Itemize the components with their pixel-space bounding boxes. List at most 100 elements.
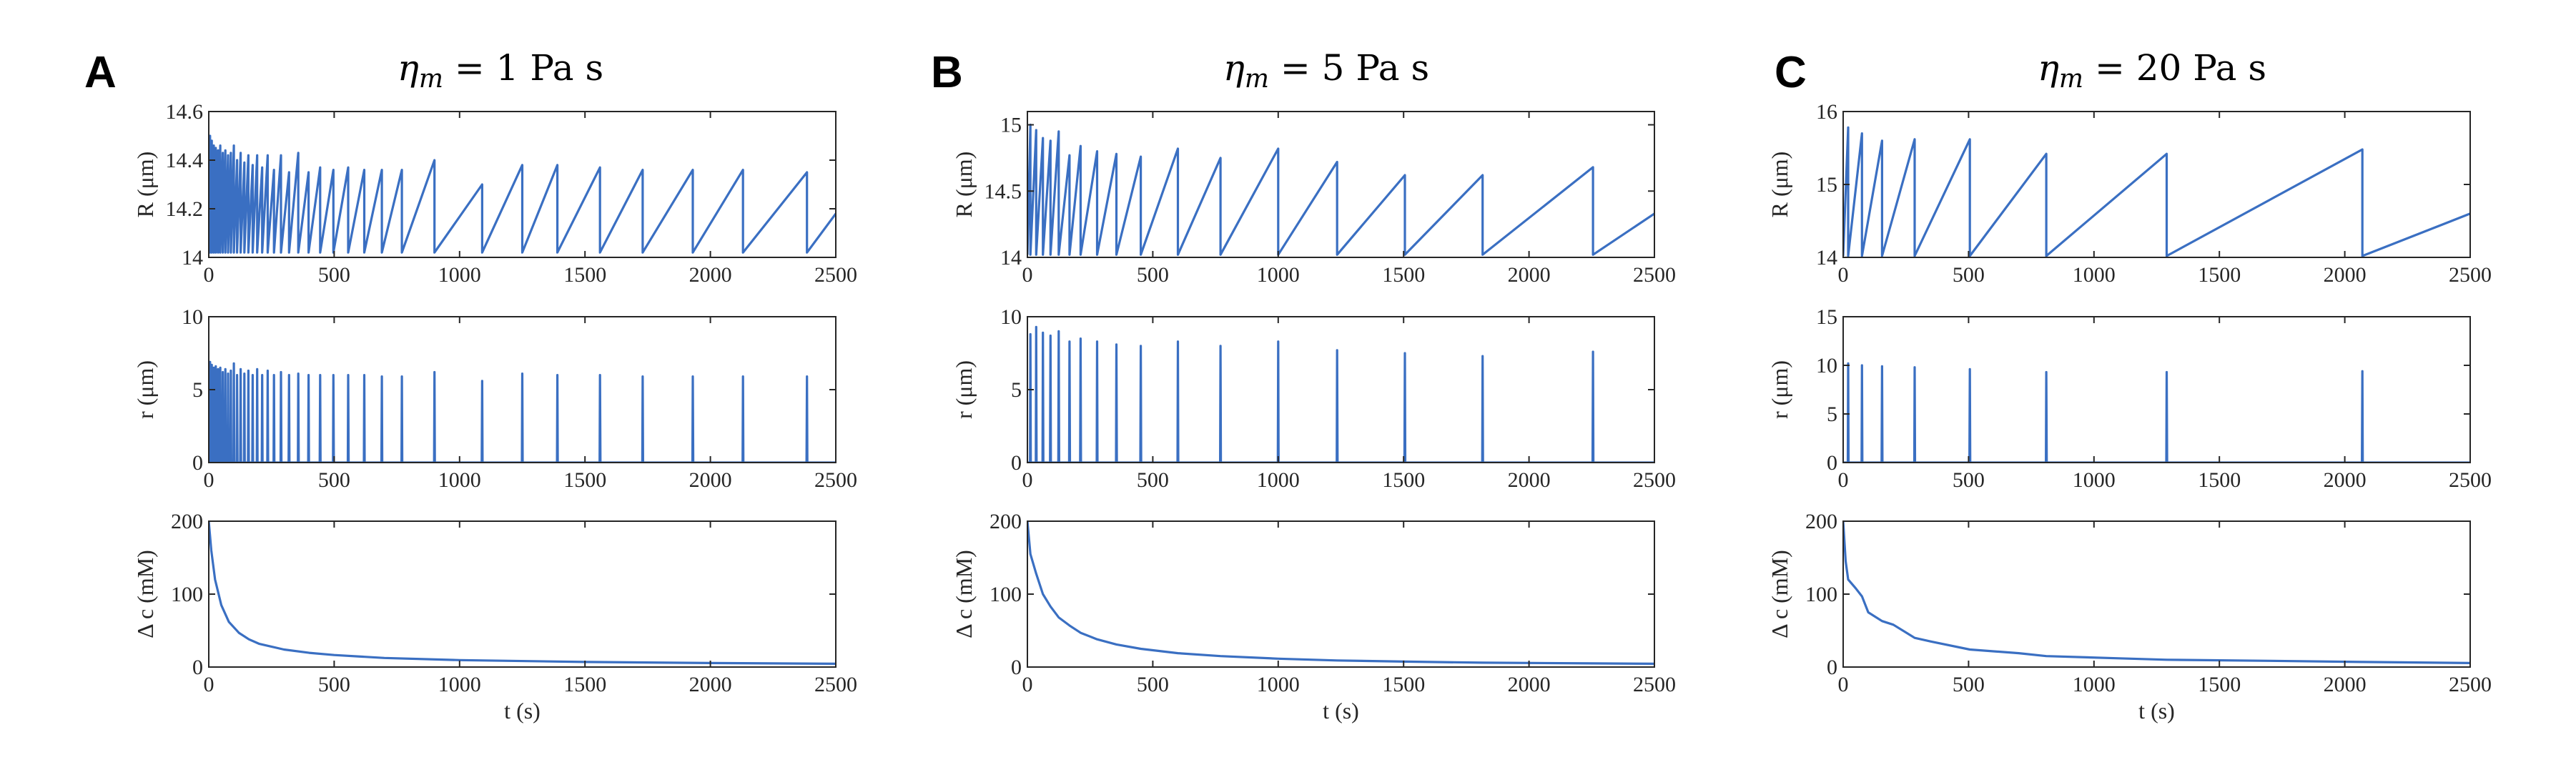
x-tick-label: 500 bbox=[1137, 673, 1169, 696]
y-axis-label: r (μm) bbox=[132, 360, 158, 419]
x-tick-label: 1000 bbox=[438, 673, 481, 696]
subplot-R: 0 500 1000 1500 2000 2500 14 14.5 15 R (μm) bbox=[951, 111, 1676, 287]
x-tick-label: 1500 bbox=[1382, 468, 1425, 492]
y-tick-label: 200 bbox=[990, 510, 1022, 533]
title-subscript: m bbox=[2059, 64, 2083, 94]
y-tick-label: 14 bbox=[1816, 246, 1837, 270]
x-tick-label: 500 bbox=[1137, 468, 1169, 492]
axes-frame bbox=[1027, 316, 1655, 463]
series-line-r bbox=[1843, 362, 2470, 463]
panel-letter: C bbox=[1775, 48, 1807, 97]
series-line-dc bbox=[209, 521, 836, 665]
x-tick-label: 500 bbox=[1953, 263, 1985, 287]
x-tick-label: 1500 bbox=[563, 263, 606, 287]
y-tick-label: 0 bbox=[1011, 656, 1022, 679]
x-tick-label: 2000 bbox=[2324, 468, 2367, 492]
y-tick-label: 15 bbox=[1816, 173, 1837, 197]
x-tick-label: 1000 bbox=[1257, 468, 1300, 492]
panel-title: ηm = 5 Pa s bbox=[1223, 47, 1429, 94]
x-tick-label: 500 bbox=[318, 468, 350, 492]
subplot-r: 0 500 1000 1500 2000 2500 0 5 10 15 r (μm) bbox=[1767, 305, 2492, 492]
series-line-R bbox=[209, 134, 836, 254]
series-line-r bbox=[209, 360, 836, 463]
x-axis-label: t (s) bbox=[1323, 698, 1359, 724]
y-tick-label: 5 bbox=[192, 378, 203, 402]
y-tick-label: 10 bbox=[182, 305, 203, 329]
subplot-dc: 0 500 1000 1500 2000 2500 0 100 200 Δ c (mM) t (s) bbox=[132, 510, 857, 724]
x-tick-label: 1500 bbox=[563, 468, 606, 492]
x-tick-label: 0 bbox=[1022, 673, 1033, 696]
title-symbol: η bbox=[2038, 47, 2059, 89]
x-tick-label: 0 bbox=[1022, 468, 1033, 492]
y-tick-label: 100 bbox=[990, 583, 1022, 606]
x-tick-label: 2500 bbox=[1633, 468, 1676, 492]
x-tick-label: 1000 bbox=[2073, 673, 2116, 696]
title-symbol: η bbox=[1223, 47, 1245, 89]
x-tick-label: 0 bbox=[204, 468, 214, 492]
x-tick-label: 500 bbox=[1953, 468, 1985, 492]
y-tick-label: 14 bbox=[1000, 246, 1022, 270]
title-subscript: m bbox=[1245, 64, 1269, 94]
y-tick-label: 14 bbox=[182, 246, 203, 270]
subplot-R: 0 500 1000 1500 2000 2500 14 14.2 14.4 14.6 R (μm) bbox=[132, 100, 857, 287]
panel-title: ηm = 1 Pa s bbox=[398, 47, 603, 94]
x-tick-label: 0 bbox=[1838, 468, 1849, 492]
y-tick-label: 14.6 bbox=[166, 100, 204, 124]
x-tick-label: 2500 bbox=[2449, 263, 2492, 287]
x-tick-label: 1000 bbox=[2073, 468, 2116, 492]
y-axis-label: Δ c (mM) bbox=[951, 550, 977, 638]
x-tick-label: 2500 bbox=[814, 673, 857, 696]
x-tick-label: 2000 bbox=[1508, 263, 1551, 287]
x-tick-label: 500 bbox=[1953, 673, 1985, 696]
x-tick-label: 1500 bbox=[2198, 468, 2241, 492]
series-line-dc bbox=[1843, 521, 2470, 664]
x-tick-label: 2500 bbox=[814, 468, 857, 492]
x-tick-label: 0 bbox=[1838, 263, 1849, 287]
y-tick-label: 14.4 bbox=[166, 149, 204, 172]
y-tick-label: 100 bbox=[1805, 583, 1837, 606]
title-value: = 1 Pa s bbox=[443, 47, 603, 89]
x-tick-label: 2000 bbox=[1508, 468, 1551, 492]
y-tick-label: 100 bbox=[171, 583, 203, 606]
y-tick-label: 15 bbox=[1000, 114, 1022, 137]
x-tick-label: 0 bbox=[204, 263, 214, 287]
x-tick-label: 1000 bbox=[1257, 673, 1300, 696]
panel-title: ηm = 20 Pa s bbox=[2038, 47, 2266, 94]
x-tick-label: 1500 bbox=[2198, 673, 2241, 696]
y-tick-label: 15 bbox=[1816, 305, 1837, 329]
x-tick-label: 1500 bbox=[563, 673, 606, 696]
x-tick-label: 2000 bbox=[1508, 673, 1551, 696]
x-tick-label: 2500 bbox=[2449, 673, 2492, 696]
y-tick-label: 200 bbox=[1805, 510, 1837, 533]
y-tick-label: 16 bbox=[1816, 100, 1837, 124]
subplot-r: 0 500 1000 1500 2000 2500 0 5 10 r (μm) bbox=[951, 305, 1676, 492]
x-tick-label: 500 bbox=[1137, 263, 1169, 287]
series-line-dc bbox=[1027, 521, 1654, 665]
x-tick-label: 2000 bbox=[689, 673, 732, 696]
y-axis-label: Δ c (mM) bbox=[132, 550, 158, 638]
title-value: = 5 Pa s bbox=[1269, 47, 1429, 89]
x-tick-label: 1000 bbox=[1257, 263, 1300, 287]
y-tick-label: 0 bbox=[1827, 451, 1837, 475]
subplot-r: 0 500 1000 1500 2000 2500 0 5 10 r (μm) bbox=[132, 305, 857, 492]
x-tick-label: 2000 bbox=[2324, 673, 2367, 696]
x-tick-label: 2500 bbox=[1633, 673, 1676, 696]
x-tick-label: 1500 bbox=[1382, 263, 1425, 287]
y-tick-label: 10 bbox=[1816, 354, 1837, 377]
y-tick-label: 10 bbox=[1000, 305, 1022, 329]
x-tick-label: 1000 bbox=[438, 468, 481, 492]
y-tick-label: 0 bbox=[192, 451, 203, 475]
y-tick-label: 5 bbox=[1011, 378, 1022, 402]
series-line-r bbox=[1027, 325, 1654, 463]
title-symbol: η bbox=[398, 47, 419, 89]
panel-letter: B bbox=[931, 48, 963, 97]
x-tick-label: 500 bbox=[318, 263, 350, 287]
x-tick-label: 1000 bbox=[438, 263, 481, 287]
panel-letter: A bbox=[84, 48, 117, 97]
x-tick-label: 1000 bbox=[2073, 263, 2116, 287]
axes-frame bbox=[208, 111, 837, 258]
